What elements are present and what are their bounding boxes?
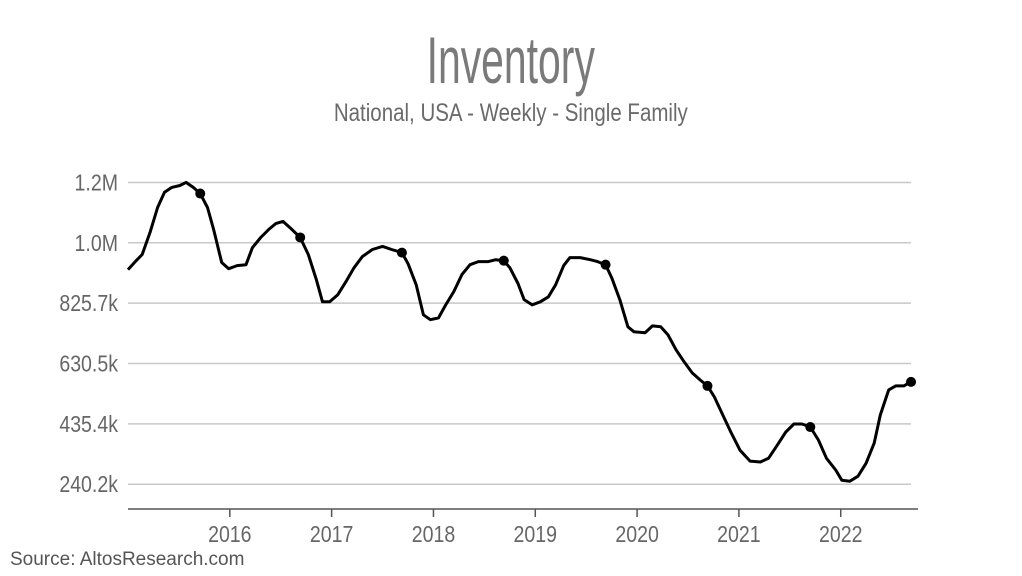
data-point-marker <box>195 188 206 199</box>
x-tick-label: 2020 <box>615 522 659 548</box>
chart-subtitle: National, USA - Weekly - Single Family <box>0 98 1022 128</box>
data-point-marker <box>295 232 306 243</box>
data-point-marker <box>396 247 407 258</box>
x-tick-label: 2017 <box>310 522 353 548</box>
y-tick-label: 630.5k <box>59 351 118 377</box>
data-point-marker <box>702 380 713 391</box>
data-point-marker <box>498 255 509 266</box>
chart-title: Inventory <box>0 22 1022 98</box>
y-tick-label: 1.0M <box>75 230 118 256</box>
x-tick-label: 2018 <box>412 522 455 548</box>
x-tick-label: 2021 <box>717 522 760 548</box>
chart-subtitle-text: National, USA - Weekly - Single Family <box>334 99 688 127</box>
y-tick-label: 240.2k <box>59 472 118 498</box>
chart-title-text: Inventory <box>426 23 596 97</box>
y-tick-label: 1.2M <box>75 170 118 196</box>
data-point-marker <box>805 422 816 433</box>
inventory-series-line <box>126 180 912 483</box>
source-note: Source: AltosResearch.com <box>10 549 245 570</box>
x-tick-label: 2016 <box>208 522 251 548</box>
x-tick-label: 2022 <box>819 522 862 548</box>
data-point-marker <box>906 376 917 387</box>
x-tick-label: 2019 <box>514 522 557 548</box>
y-tick-label: 435.4k <box>59 411 118 437</box>
data-point-marker <box>600 259 611 270</box>
y-tick-label: 825.7k <box>59 291 118 317</box>
